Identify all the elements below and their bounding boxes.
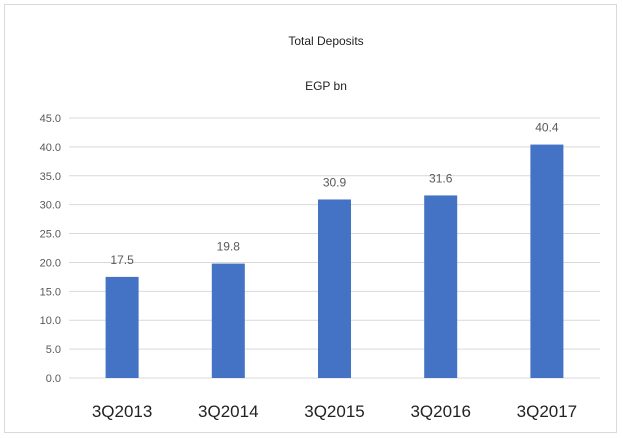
x-category-label: 3Q2017: [517, 402, 578, 421]
bars: [105, 144, 564, 378]
y-tick-label: 10.0: [40, 315, 61, 327]
bar-3Q2014: [211, 263, 245, 378]
x-category-label: 3Q2014: [198, 402, 259, 421]
data-label: 19.8: [217, 240, 241, 254]
bar-3Q2017: [530, 144, 564, 378]
chart-title: Total Deposits: [288, 34, 363, 48]
bar-3Q2015: [318, 199, 351, 378]
x-category-label: 3Q2016: [410, 402, 471, 421]
data-label: 17.5: [110, 253, 134, 267]
bar-3Q2016: [424, 195, 458, 378]
y-tick-label: 30.0: [40, 200, 61, 212]
data-label: 30.9: [323, 175, 347, 189]
x-category-label: 3Q2015: [304, 402, 365, 421]
data-label: 40.4: [535, 121, 559, 135]
chart-subtitle: EGP bn: [305, 79, 347, 93]
data-labels: 17.5 19.8 30.9 31.6 40.4: [110, 121, 558, 267]
y-tick-label: 40.0: [40, 142, 61, 154]
y-axis-ticks: 0.0 5.0 10.0 15.0 20.0 25.0 30.0 35.0 40.0 45.0: [40, 113, 61, 385]
chart-frame: Total Deposits EGP bn 0.0 5.0 10.0 15.0 20.0…: [4, 4, 617, 433]
data-label: 31.6: [429, 171, 453, 185]
y-tick-label: 5.0: [46, 344, 61, 356]
bar-chart: Total Deposits EGP bn 0.0 5.0 10.0 15.0 20.0…: [40, 34, 600, 421]
y-tick-label: 25.0: [40, 229, 61, 241]
y-tick-label: 45.0: [40, 113, 61, 125]
y-tick-label: 35.0: [40, 171, 61, 183]
y-tick-label: 15.0: [40, 286, 61, 298]
y-tick-label: 20.0: [40, 257, 61, 269]
y-tick-label: 0.0: [46, 373, 61, 385]
x-category-label: 3Q2013: [92, 402, 153, 421]
bar-3Q2013: [105, 276, 139, 378]
x-axis-categories: 3Q2013 3Q2014 3Q2015 3Q2016 3Q2017: [92, 402, 577, 421]
